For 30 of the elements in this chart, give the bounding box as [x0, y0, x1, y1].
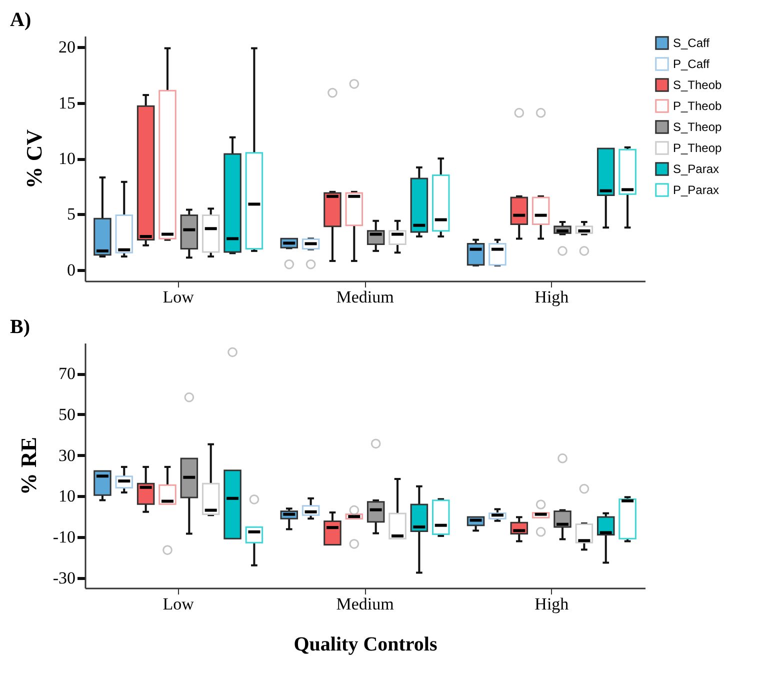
y-axis-title: % RE — [16, 436, 41, 496]
legend-label: P_Theob — [673, 99, 722, 113]
chart-title: B) — [10, 316, 30, 338]
y-axis-title: % CV — [22, 129, 46, 189]
y-tick-label: 0 — [67, 260, 76, 280]
legend-label: P_Parax — [673, 183, 720, 197]
x-axis-title: Quality Controls — [294, 634, 438, 656]
y-tick-label: 5 — [67, 204, 76, 224]
y-tick-label: 50 — [58, 404, 76, 424]
x-tick-label: Low — [162, 288, 195, 306]
y-tick-label: 10 — [58, 486, 76, 506]
legend-label: S_Theob — [673, 78, 722, 92]
x-tick-label: Medium — [336, 288, 394, 306]
y-tick-label: 20 — [58, 38, 76, 57]
y-tick-label: 10 — [58, 149, 76, 168]
y-tick-label: -30 — [52, 568, 76, 588]
legend-label: P_Caff — [673, 57, 710, 71]
legend-label: P_Theop — [673, 141, 722, 155]
legend-label: S_Theop — [673, 120, 722, 134]
legend-label: S_Caff — [673, 36, 710, 50]
chart-title: A) — [10, 9, 32, 31]
x-tick-label: High — [534, 288, 570, 306]
y-tick-label: 30 — [58, 446, 76, 465]
y-tick-label: 15 — [58, 93, 76, 112]
x-tick-label: Medium — [336, 594, 394, 614]
legend-label: S_Parax — [673, 162, 720, 176]
y-tick-label: -10 — [52, 527, 76, 546]
y-tick-label: 70 — [58, 364, 76, 384]
x-tick-label: Low — [162, 594, 195, 614]
x-tick-label: High — [534, 594, 570, 614]
